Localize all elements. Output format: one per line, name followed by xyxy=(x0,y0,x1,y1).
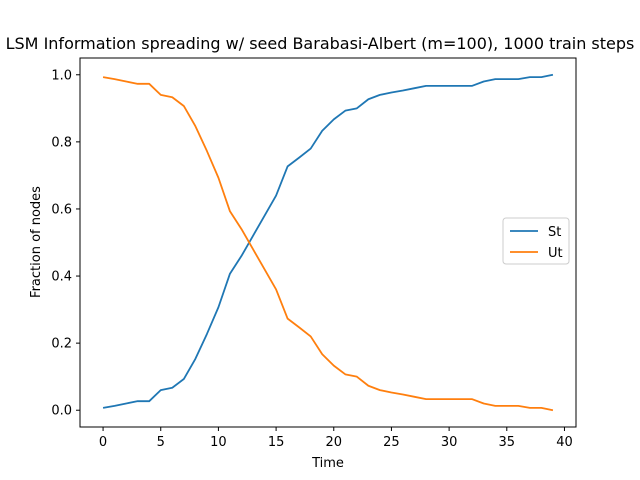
x-tick-label: 25 xyxy=(383,435,400,450)
y-tick-label: 0.2 xyxy=(51,337,72,352)
x-tick-label: 10 xyxy=(210,435,227,450)
x-tick-label: 30 xyxy=(441,435,458,450)
plot-area xyxy=(79,57,577,428)
x-tick-label: 20 xyxy=(325,435,342,450)
legend-label-st: St xyxy=(548,225,561,240)
legend: St Ut xyxy=(502,217,570,265)
ticks-layer: 0 5 10 15 20 25 30 35 40 0.0 0.2 0.4 0.6 0.8 1.0 xyxy=(51,68,572,450)
legend-label-ut: Ut xyxy=(548,246,563,261)
series-line-st xyxy=(102,73,554,409)
x-tick-label: 40 xyxy=(556,435,573,450)
series-line-ut xyxy=(102,76,554,412)
y-tick-label: 0.0 xyxy=(51,404,72,419)
x-tick-label: 5 xyxy=(157,435,165,450)
y-tick-label: 0.6 xyxy=(51,202,72,217)
y-tick-label: 1.0 xyxy=(51,68,72,83)
series-layer xyxy=(102,73,554,412)
x-tick-label: 0 xyxy=(99,435,107,450)
x-axis-label: Time xyxy=(311,456,344,471)
x-tick-label: 15 xyxy=(268,435,285,450)
y-tick-label: 0.4 xyxy=(51,270,72,285)
x-tick-label: 35 xyxy=(499,435,516,450)
y-tick-label: 0.8 xyxy=(51,135,72,150)
chart-title: LSM Information spreading w/ seed Baraba… xyxy=(6,34,635,53)
y-axis-label: Fraction of nodes xyxy=(29,186,44,298)
